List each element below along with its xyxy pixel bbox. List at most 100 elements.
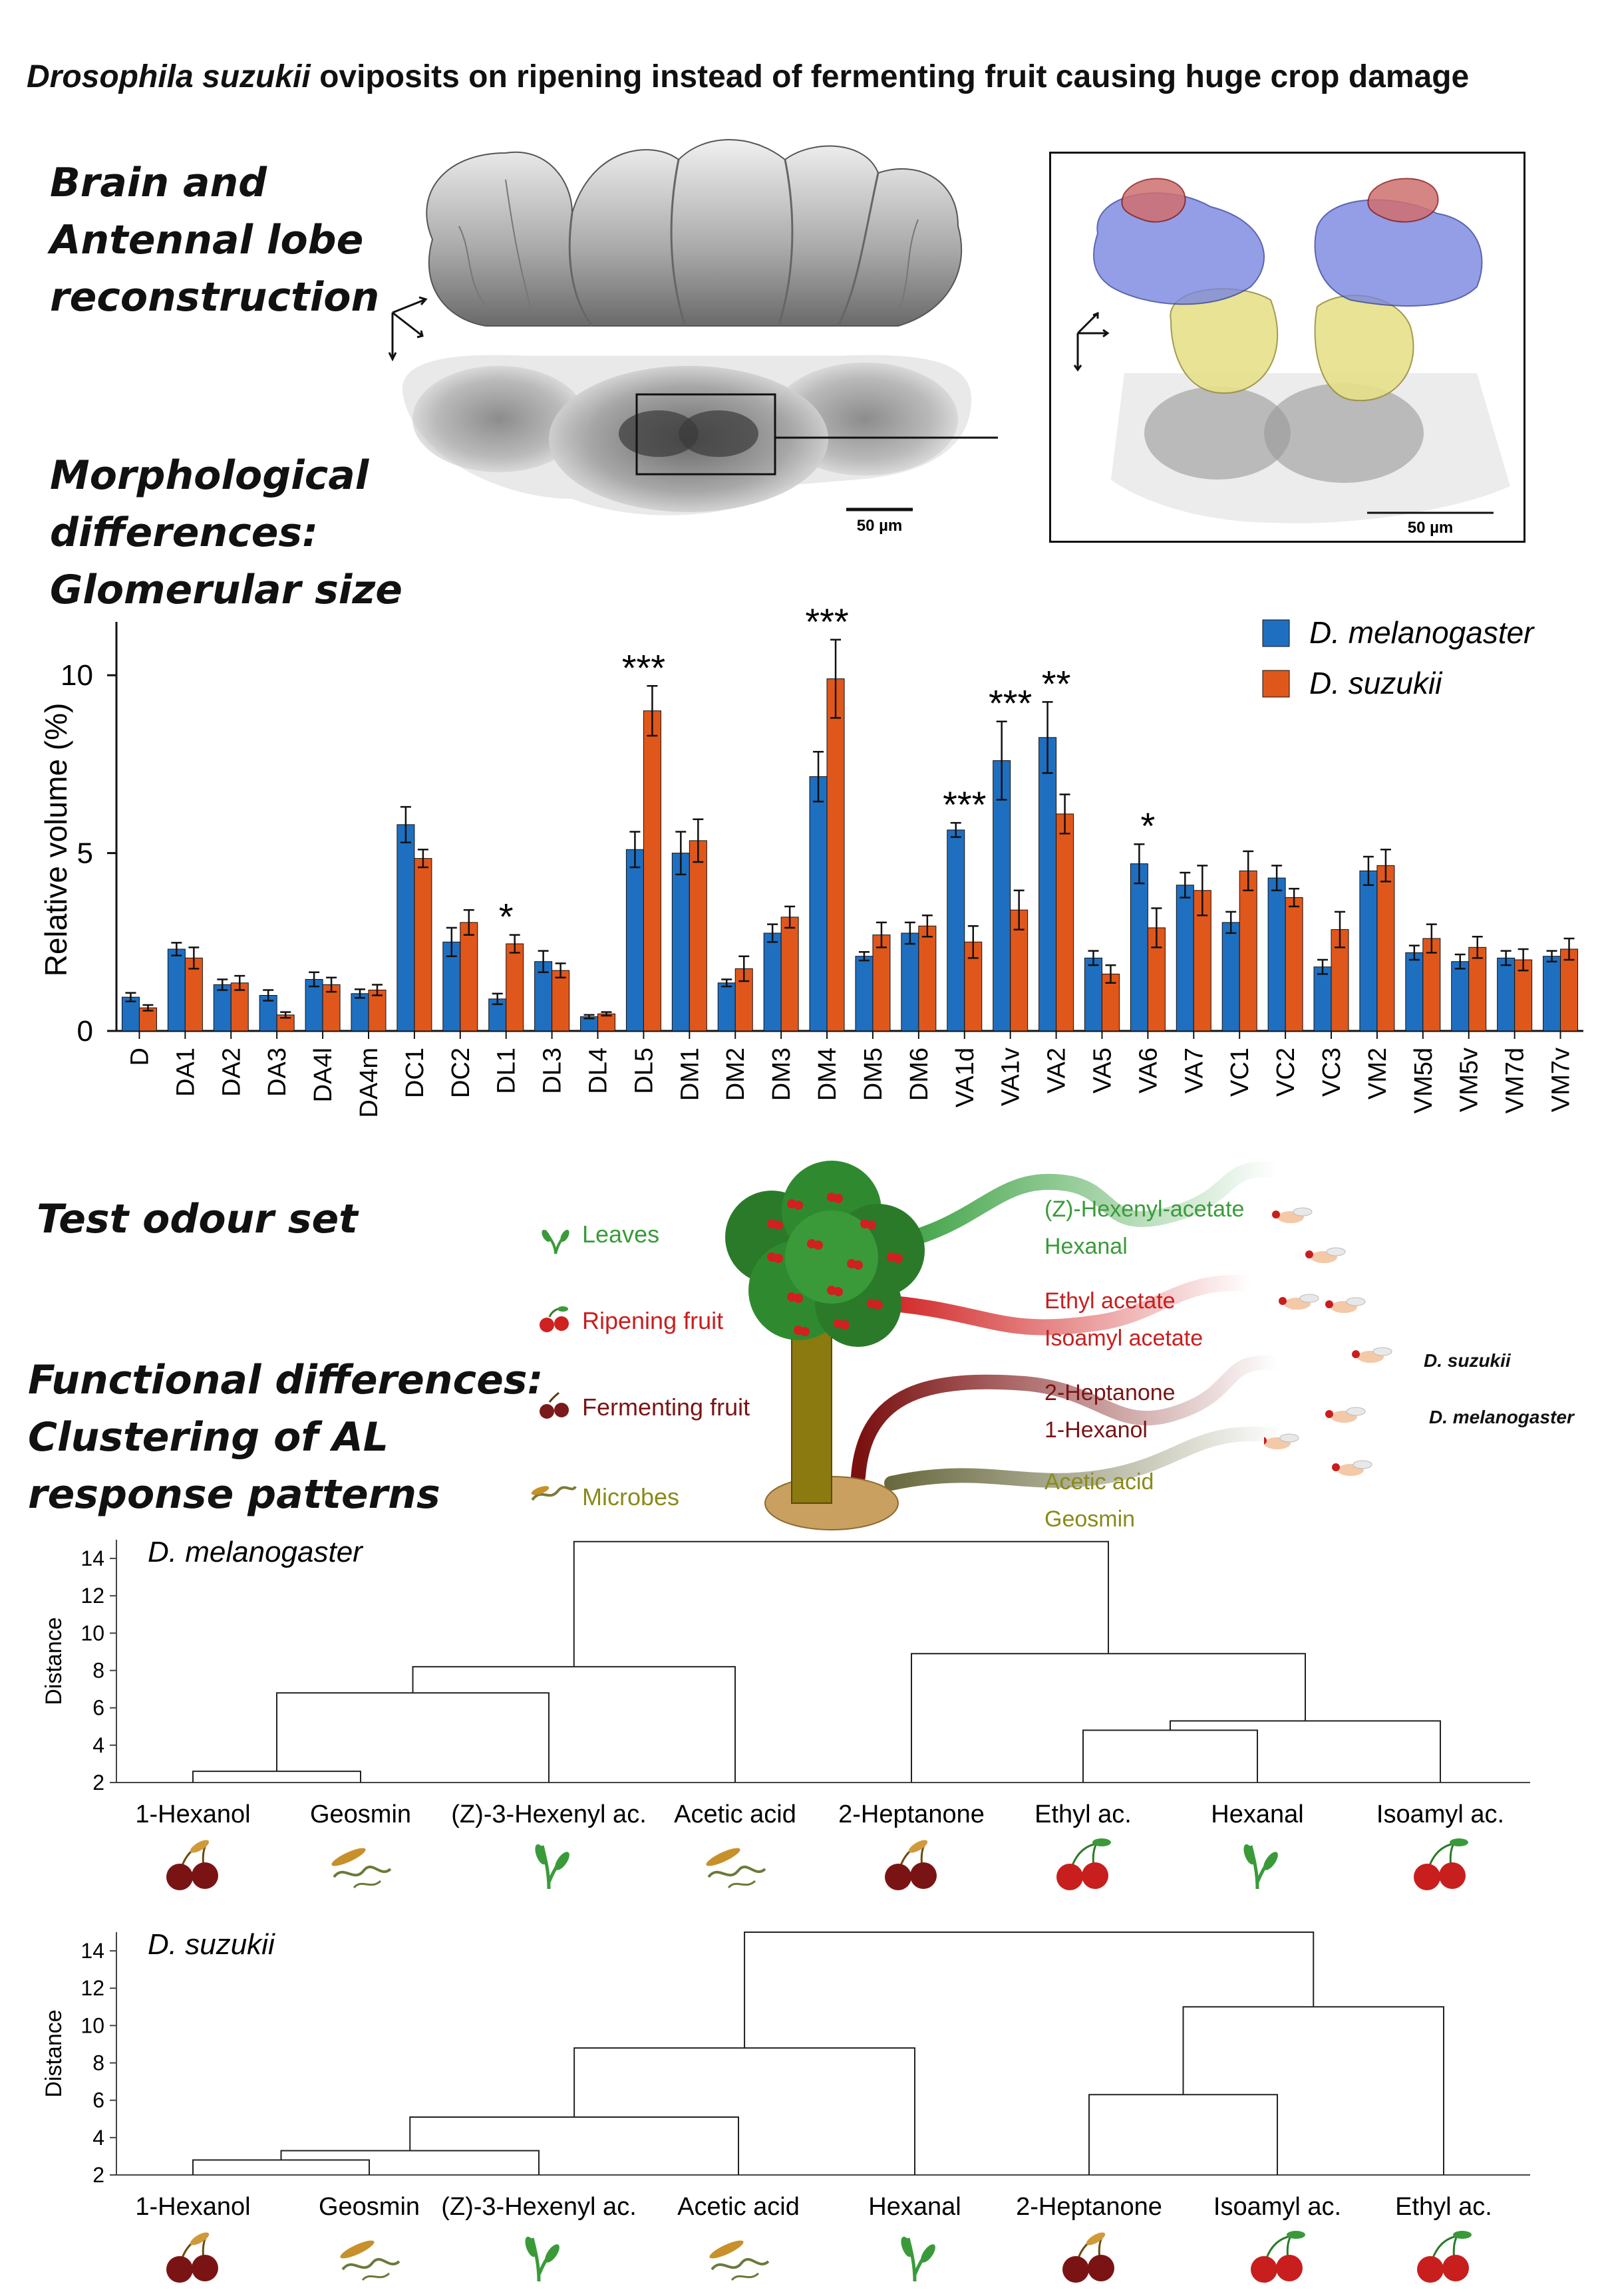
bar	[1560, 948, 1579, 1032]
significance-marker: ***	[622, 646, 665, 688]
fly-wing	[1299, 1294, 1319, 1303]
dendrogram-link	[276, 1692, 550, 1783]
ripening-icon	[1414, 1838, 1468, 1890]
dendrogram-melanogaster: 2 4 6 8 10 12 14 Distance D. melanogaster 1-Hexan…	[0, 1530, 1598, 1902]
microbe-body	[340, 2240, 375, 2259]
dendrogram-link	[192, 2159, 370, 2175]
leaf-label: Isoamyl ac.	[1376, 1800, 1504, 1828]
fly-eye	[1279, 1297, 1287, 1305]
y-tick-label: 4	[92, 2126, 104, 2150]
fermenting-icon	[166, 1840, 218, 1890]
x-tick-label: DA4m	[355, 1048, 383, 1118]
bar	[947, 829, 965, 1032]
y-axis-label: Distance	[41, 1617, 67, 1705]
bar	[872, 934, 891, 1032]
leaf	[1243, 1844, 1255, 1865]
significance-marker: *	[1140, 805, 1155, 847]
red-glomeruli	[1121, 178, 1439, 223]
x-tick-label: VC2	[1272, 1048, 1300, 1097]
x-tick-label: D	[126, 1048, 154, 1066]
x-tick-label: VA7	[1180, 1048, 1208, 1093]
cherry	[192, 2255, 218, 2281]
zoom-box	[635, 393, 776, 476]
y-tick-label: 10	[61, 659, 93, 692]
leaf	[908, 1840, 928, 1853]
cherry	[834, 1287, 843, 1296]
bar	[414, 858, 432, 1032]
leaves-icon	[1243, 1844, 1278, 1890]
bar	[167, 948, 186, 1032]
legend-label: D. melanogaster	[1309, 615, 1535, 650]
fly-wing	[1372, 1347, 1392, 1356]
x-tick-label: VC1	[1226, 1048, 1254, 1097]
x-tick-label: DC2	[447, 1048, 475, 1098]
x-tick-label: VM5d	[1410, 1048, 1438, 1113]
legend-swatch	[1262, 670, 1290, 698]
y-tick-label: 2	[92, 1771, 104, 1794]
cherry	[910, 1862, 937, 1889]
fly-wing	[1293, 1207, 1313, 1217]
x-tick-label: DA4l	[309, 1048, 337, 1102]
bar	[552, 970, 570, 1032]
cherry	[1088, 2255, 1114, 2281]
x-tick-label: DM3	[768, 1048, 796, 1101]
compound-label: Ethyl acetate	[1044, 1288, 1176, 1314]
cherry	[192, 1862, 218, 1889]
fly-label-melanogaster: D. melanogaster	[1429, 1407, 1574, 1427]
significance-marker: **	[1042, 662, 1071, 704]
odour-category-ripening: Ripening fruit	[582, 1307, 724, 1334]
x-tick-label: VC3	[1318, 1048, 1346, 1097]
bar	[1084, 957, 1102, 1032]
x-tick-label: VA2	[1043, 1048, 1071, 1093]
dendrogram-link	[412, 1665, 736, 1783]
bar	[1422, 938, 1441, 1032]
x-tick-label: DM4	[814, 1048, 842, 1101]
brain-slice	[402, 355, 971, 515]
leaf-label: (Z)-3-Hexenyl ac.	[441, 2193, 637, 2221]
bar	[1056, 813, 1074, 1032]
leaves-icon	[901, 2236, 935, 2282]
section-functional: Functional differences: Clustering of AL…	[28, 1352, 544, 1523]
leaf	[555, 1852, 569, 1870]
bar	[460, 922, 478, 1032]
flies-group	[1264, 1207, 1392, 1476]
bar-chart-svg: 0 5 10 Relative volume (%) D DA1 DA2 DA3 DA4l DA4…	[39, 605, 1583, 1118]
microbes-compounds: Acetic acid Geosmin	[1044, 1463, 1154, 1538]
x-tick-label: DC1	[401, 1048, 429, 1098]
bar	[1221, 922, 1240, 1032]
y-tick-label: 8	[92, 1659, 104, 1683]
microbe-strand	[341, 2257, 400, 2271]
leaf-label: Hexanal	[868, 2193, 961, 2221]
x-tick-label: VM7d	[1502, 1048, 1529, 1113]
x-tick-label: VA5	[1088, 1048, 1116, 1093]
bar	[918, 925, 937, 1032]
leaf-label: 2-Heptanone	[838, 1800, 985, 1828]
compound-label: Isoamyl acetate	[1044, 1326, 1203, 1351]
fly-icon	[1352, 1347, 1392, 1363]
cherry	[166, 2256, 193, 2283]
x-tick-label: DM1	[676, 1048, 704, 1101]
bar	[1313, 966, 1332, 1032]
bar	[351, 993, 369, 1032]
fly-label-suzukii: D. suzukii	[1424, 1350, 1511, 1371]
ripening-icon	[1056, 1838, 1111, 1890]
bar	[230, 982, 249, 1032]
fly-icon	[1264, 1433, 1299, 1449]
section-odours: Test odour set	[37, 1191, 358, 1248]
legend-label: D. suzukii	[1309, 666, 1443, 700]
fly-icon	[1325, 1407, 1366, 1423]
bar	[1497, 957, 1516, 1032]
x-tick-label: DM6	[905, 1048, 933, 1101]
cherry	[867, 1220, 876, 1230]
ripening-icon	[1251, 2231, 1305, 2283]
glomerular-volume-chart: 0 5 10 Relative volume (%) D DA1 DA2 DA3 DA4l DA4…	[0, 605, 1598, 1137]
y-tick-label: 10	[80, 2013, 104, 2037]
x-tick-label: DM2	[722, 1048, 750, 1101]
dendrogram-suzukii-svg: 2 4 6 8 10 12 14 Distance D. suzukii 1-Hexanol Geo…	[41, 1928, 1530, 2283]
leaf	[1453, 2231, 1472, 2239]
scale-bar-label: 50 µm	[1408, 519, 1454, 537]
bar	[1039, 737, 1057, 1032]
brain-surface	[426, 139, 963, 327]
dendrogram-link	[1082, 1729, 1258, 1783]
cherry	[1414, 1864, 1440, 1890]
